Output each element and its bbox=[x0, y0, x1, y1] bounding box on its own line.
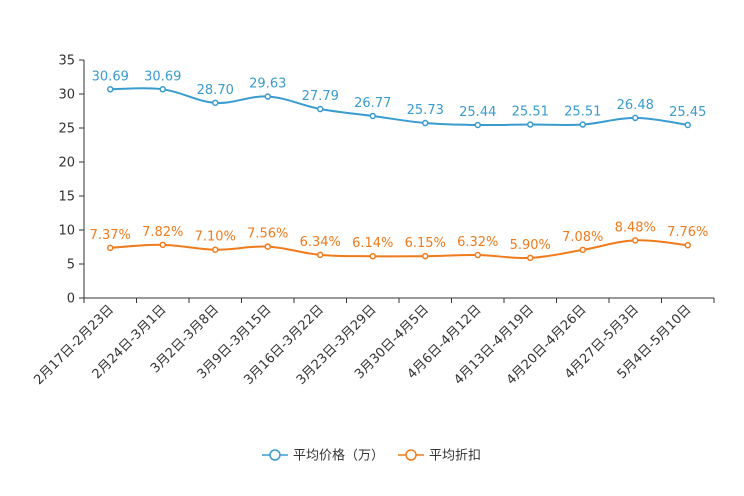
y-tick-label: 20 bbox=[58, 156, 75, 171]
series-2-data-label: 7.82% bbox=[142, 225, 183, 240]
series-2-point bbox=[159, 241, 166, 249]
series-2-point bbox=[632, 237, 639, 244]
series-2-point bbox=[474, 251, 481, 259]
series-2-data-label: 6.15% bbox=[405, 236, 446, 251]
series-1-point bbox=[317, 105, 324, 113]
series-1-point bbox=[684, 121, 691, 129]
series-2-data-label: 7.37% bbox=[90, 228, 131, 243]
series-line-2 bbox=[110, 239, 688, 260]
series-1-data-label: 25.73 bbox=[407, 103, 444, 118]
legend-marker-icon bbox=[269, 449, 281, 461]
y-tick-label: 35 bbox=[58, 54, 75, 69]
series-2-data-label: 6.32% bbox=[457, 235, 498, 250]
series-2-point bbox=[369, 252, 376, 260]
legend-marker-icon bbox=[405, 449, 417, 461]
series-2-data-label: 8.48% bbox=[615, 220, 656, 235]
series-1-data-label: 28.70 bbox=[197, 83, 234, 98]
series-2-data-label: 5.90% bbox=[510, 238, 551, 253]
series-2-point bbox=[264, 243, 271, 250]
y-tick-label: 10 bbox=[58, 224, 75, 239]
series-1-data-label: 30.69 bbox=[144, 69, 181, 84]
series-1-data-label: 30.69 bbox=[92, 69, 129, 84]
y-tick-label: 5 bbox=[67, 258, 75, 273]
y-tick-label: 25 bbox=[58, 122, 75, 137]
y-tick-label: 15 bbox=[58, 190, 75, 205]
series-1-point bbox=[107, 86, 114, 93]
series-1-data-label: 26.48 bbox=[617, 98, 654, 113]
series-2-data-label: 6.34% bbox=[300, 235, 341, 250]
y-tick-label: 30 bbox=[58, 88, 75, 103]
series-2-point bbox=[317, 251, 324, 259]
series-1-point bbox=[369, 112, 376, 120]
series-line-1 bbox=[110, 87, 688, 127]
series-1-point bbox=[632, 114, 639, 122]
series-2-point bbox=[684, 241, 691, 249]
series-1-data-label: 25.44 bbox=[459, 105, 496, 120]
series-1-point bbox=[422, 119, 429, 127]
series-2-data-label: 7.56% bbox=[247, 227, 288, 242]
series-2-data-label: 7.10% bbox=[195, 230, 236, 245]
series-1-point bbox=[474, 121, 481, 129]
legend-item-2[interactable]: 平均折扣 bbox=[429, 449, 481, 464]
series-1-data-label: 25.51 bbox=[512, 105, 549, 120]
series-1-data-label: 29.63 bbox=[249, 77, 286, 92]
series-1-point bbox=[579, 121, 586, 128]
series-1-point bbox=[264, 93, 271, 100]
series-1-point bbox=[212, 99, 219, 107]
series-1-data-label: 27.79 bbox=[302, 89, 339, 104]
series-2-point bbox=[579, 246, 586, 254]
legend-item-1[interactable]: 平均价格（万） bbox=[293, 448, 384, 464]
series-1-point bbox=[527, 121, 534, 128]
series-2-point bbox=[527, 254, 534, 262]
series-1-point bbox=[159, 86, 166, 93]
series-1-data-label: 26.77 bbox=[354, 96, 391, 111]
series-2-data-label: 7.08% bbox=[562, 230, 603, 245]
y-tick-label: 0 bbox=[67, 292, 75, 307]
series-1-data-label: 25.51 bbox=[564, 105, 601, 120]
series-2-point bbox=[422, 252, 429, 260]
series-2-point bbox=[212, 246, 219, 253]
series-1-data-label: 25.45 bbox=[669, 105, 706, 120]
series-2-point bbox=[107, 244, 114, 252]
series-2-data-label: 6.14% bbox=[352, 236, 393, 251]
series-2-data-label: 7.76% bbox=[667, 225, 708, 240]
